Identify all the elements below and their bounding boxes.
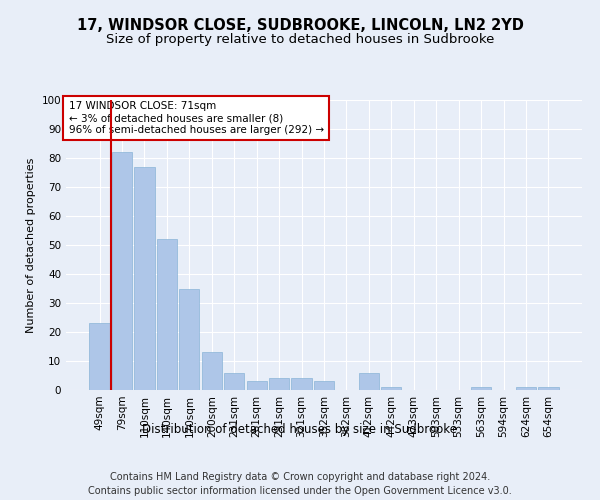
Bar	[292, 378, 311, 390]
Bar	[89, 324, 110, 390]
Text: 17, WINDSOR CLOSE, SUDBROOKE, LINCOLN, LN2 2YD: 17, WINDSOR CLOSE, SUDBROOKE, LINCOLN, L…	[77, 18, 523, 32]
Text: Size of property relative to detached houses in Sudbrooke: Size of property relative to detached ho…	[106, 32, 494, 46]
Bar	[134, 166, 155, 390]
Bar	[359, 372, 379, 390]
Text: Distribution of detached houses by size in Sudbrooke: Distribution of detached houses by size …	[143, 422, 458, 436]
Bar	[157, 239, 177, 390]
Bar	[112, 152, 132, 390]
Bar	[224, 372, 244, 390]
Bar	[471, 387, 491, 390]
Bar	[516, 387, 536, 390]
Bar	[314, 382, 334, 390]
Bar	[538, 387, 559, 390]
Bar	[179, 288, 199, 390]
Text: 17 WINDSOR CLOSE: 71sqm
← 3% of detached houses are smaller (8)
96% of semi-deta: 17 WINDSOR CLOSE: 71sqm ← 3% of detached…	[68, 102, 324, 134]
Text: Contains HM Land Registry data © Crown copyright and database right 2024.: Contains HM Land Registry data © Crown c…	[110, 472, 490, 482]
Text: Contains public sector information licensed under the Open Government Licence v3: Contains public sector information licen…	[88, 486, 512, 496]
Bar	[202, 352, 222, 390]
Bar	[269, 378, 289, 390]
Y-axis label: Number of detached properties: Number of detached properties	[26, 158, 36, 332]
Bar	[247, 382, 267, 390]
Bar	[381, 387, 401, 390]
